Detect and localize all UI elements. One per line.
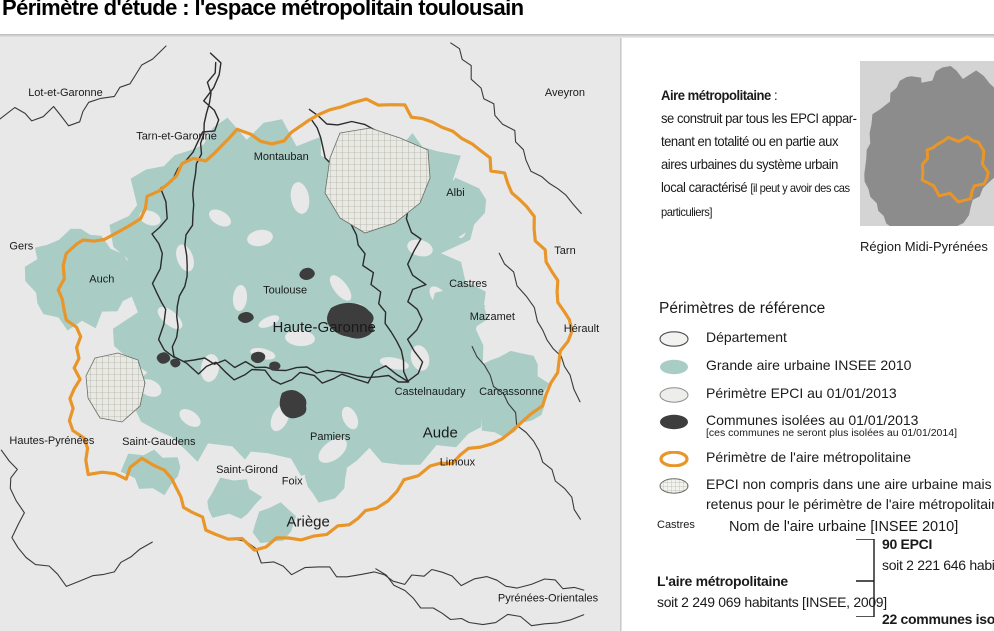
svg-text:Carcassonne: Carcassonne xyxy=(479,386,544,398)
svg-text:Aveyron: Aveyron xyxy=(545,87,585,99)
svg-text:Lot-et-Garonne: Lot-et-Garonne xyxy=(28,87,103,99)
svg-text:Castres: Castres xyxy=(449,278,487,290)
svg-text:Hérault: Hérault xyxy=(564,323,599,335)
svg-text:Ariège: Ariège xyxy=(287,514,330,531)
svg-text:Montauban: Montauban xyxy=(254,151,309,163)
svg-text:Tarn: Tarn xyxy=(554,245,575,257)
svg-text:Haute-Garonne: Haute-Garonne xyxy=(273,319,376,336)
svg-text:Toulouse: Toulouse xyxy=(263,285,307,297)
svg-text:Saint-Gaudens: Saint-Gaudens xyxy=(122,436,196,448)
svg-text:Pyrénées-Orientales: Pyrénées-Orientales xyxy=(498,593,599,605)
svg-text:Pamiers: Pamiers xyxy=(310,431,351,443)
svg-text:Castelnaudary: Castelnaudary xyxy=(395,386,466,398)
svg-text:Mazamet: Mazamet xyxy=(470,311,515,323)
svg-text:Tarn-et-Garonne: Tarn-et-Garonne xyxy=(136,131,217,143)
svg-text:Albi: Albi xyxy=(446,187,464,199)
svg-text:Gers: Gers xyxy=(9,240,33,252)
svg-text:Aude: Aude xyxy=(423,424,458,441)
svg-text:Limoux: Limoux xyxy=(440,457,476,469)
svg-text:Saint-Girond: Saint-Girond xyxy=(216,464,278,476)
svg-text:Foix: Foix xyxy=(282,475,303,487)
svg-text:Hautes-Pyrénées: Hautes-Pyrénées xyxy=(9,435,94,447)
svg-text:Auch: Auch xyxy=(89,273,114,285)
